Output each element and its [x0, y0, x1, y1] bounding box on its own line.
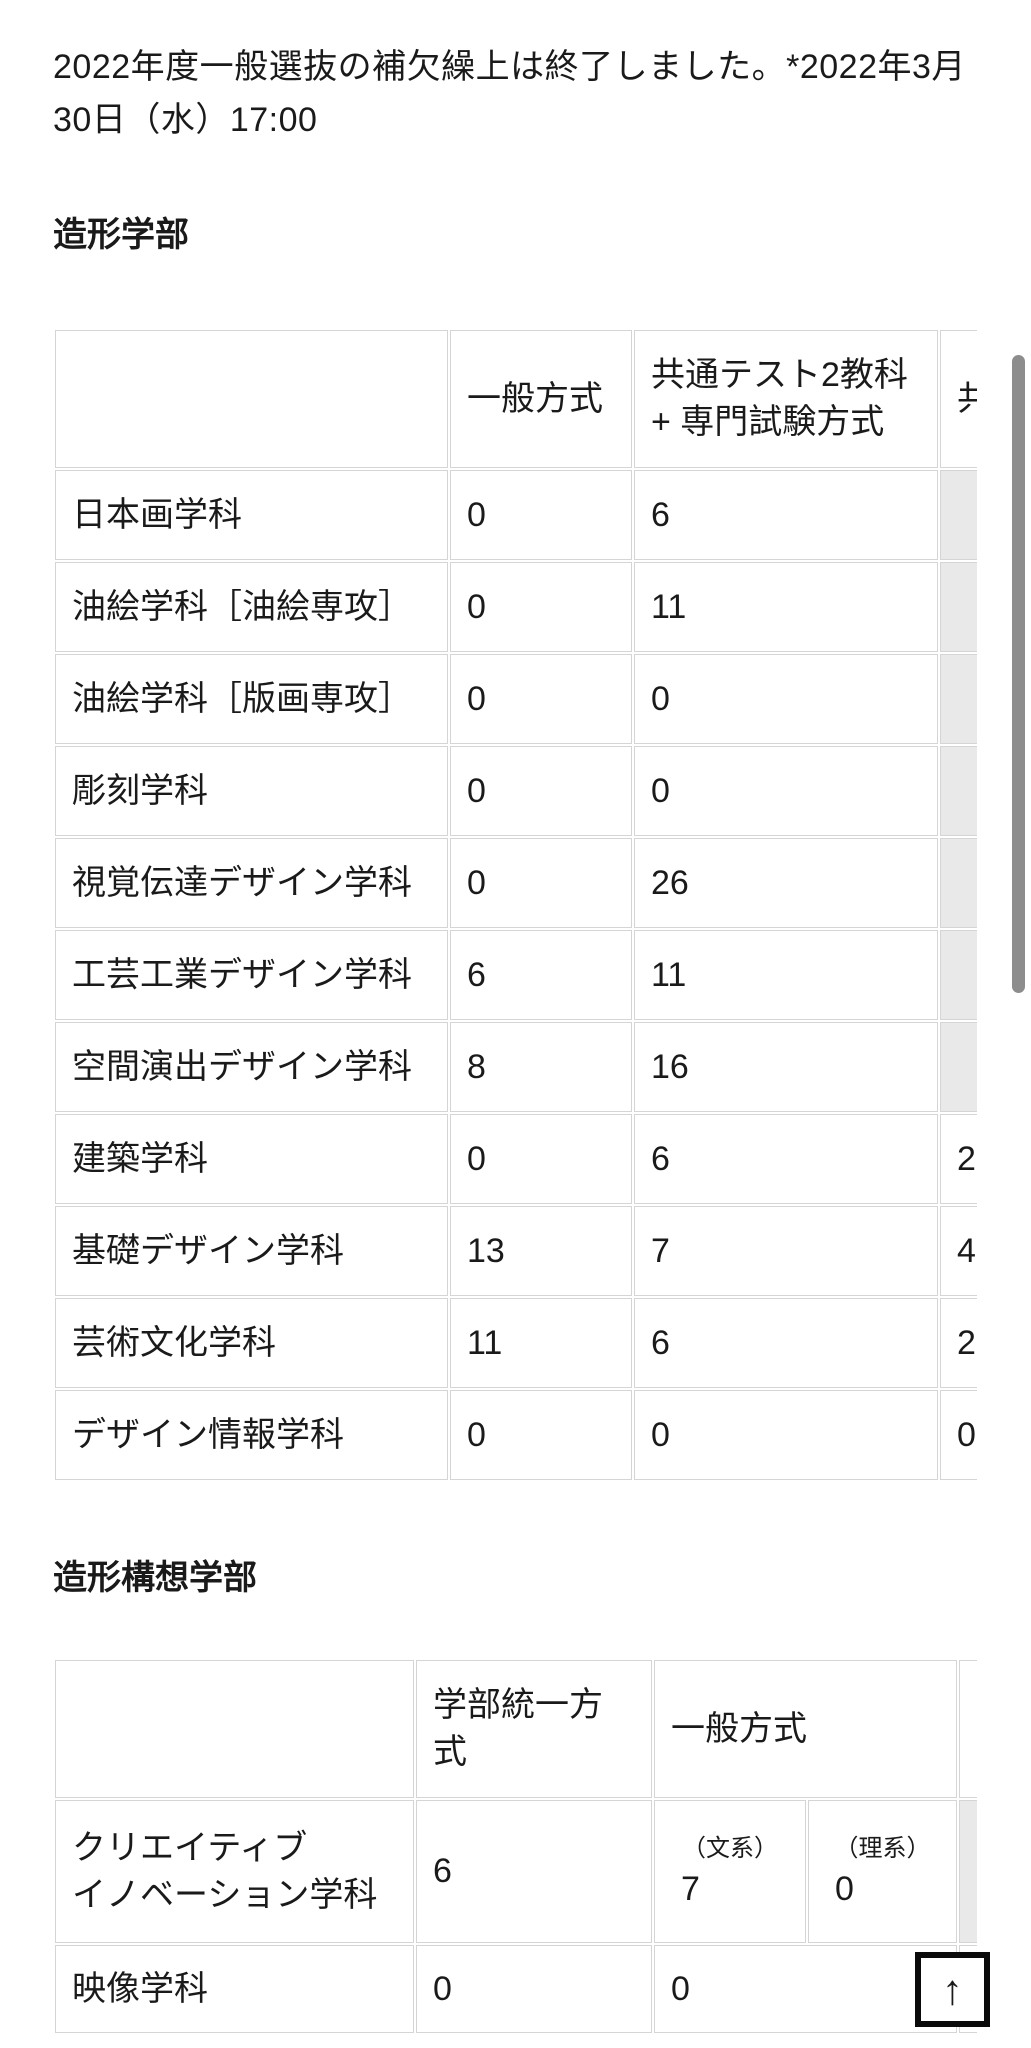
value-cell: 8 [450, 1022, 632, 1112]
header-cell-empty [55, 330, 448, 468]
table-row: 彫刻学科 0 0 [55, 746, 977, 836]
section-title-zokei: 造形学部 [53, 216, 189, 254]
value-cell: 0 [634, 746, 938, 836]
value-cell-cutoff [940, 930, 977, 1020]
value-cell-cutoff [959, 1800, 977, 1943]
value-cell-cutoff: 2 [940, 1298, 977, 1388]
value-cell-cutoff [940, 654, 977, 744]
sub-value-rikei: 0 [835, 1869, 854, 1908]
value-cell: 26 [634, 838, 938, 928]
value-cell: 0 [450, 470, 632, 560]
row-label: 映像学科 [55, 1945, 414, 2033]
value-cell-cutoff: 2 [940, 1114, 977, 1204]
row-label: クリエイティブ イノベーション学科 [55, 1800, 414, 1943]
table-zokei-wrapper: 一般方式 共通テスト2教科 + 専門試験方式 共 日本画学科 0 6 油絵学科［… [53, 328, 977, 1484]
value-cell: 0 [416, 1945, 652, 2033]
table-row: 油絵学科［油絵専攻］ 0 11 [55, 562, 977, 652]
table-header-row: 学部統一方式 一般方式 [55, 1660, 977, 1798]
value-cell: 0 [634, 1390, 938, 1480]
section-title-zokeikoso: 造形構想学部 [53, 1559, 257, 1597]
table-row: 日本画学科 0 6 [55, 470, 977, 560]
value-cell: 6 [416, 1800, 652, 1943]
row-label: デザイン情報学科 [55, 1390, 448, 1480]
value-cell: 0 [450, 1390, 632, 1480]
row-label: 建築学科 [55, 1114, 448, 1204]
value-cell-cutoff: 0 [940, 1390, 977, 1480]
table-row: 基礎デザイン学科 13 7 4 [55, 1206, 977, 1296]
value-cell: 0 [654, 1945, 957, 2033]
value-cell: 7 [634, 1206, 938, 1296]
value-cell-cutoff [940, 746, 977, 836]
table-row: 油絵学科［版画専攻］ 0 0 [55, 654, 977, 744]
value-cell: 6 [634, 1298, 938, 1388]
table-header-row: 一般方式 共通テスト2教科 + 専門試験方式 共 [55, 330, 977, 468]
value-cell: 6 [634, 470, 938, 560]
header-cell-ippan: 一般方式 [654, 1660, 957, 1798]
value-cell: 11 [634, 930, 938, 1020]
table-row: 映像学科 0 0 [55, 1945, 977, 2033]
header-cell-ippan: 一般方式 [450, 330, 632, 468]
table-row: クリエイティブ イノベーション学科 6 （文系） 7 （理系） 0 [55, 1800, 977, 1943]
value-cell: 6 [634, 1114, 938, 1204]
row-label: 空間演出デザイン学科 [55, 1022, 448, 1112]
sub-label-bunkei: （文系） [682, 1834, 778, 1862]
row-label: 視覚伝達デザイン学科 [55, 838, 448, 928]
vertical-scrollbar-thumb[interactable] [1012, 355, 1025, 993]
sub-label-rikei: （理系） [834, 1834, 931, 1862]
table-zokeikoso: 学部統一方式 一般方式 クリエイティブ イノベーション学科 6 （文系） 7 （… [53, 1658, 977, 2035]
header-cell-gakubu-toitsu: 学部統一方式 [416, 1660, 652, 1798]
value-cell: 16 [634, 1022, 938, 1112]
row-label: 彫刻学科 [55, 746, 448, 836]
row-label: 油絵学科［油絵専攻］ [55, 562, 448, 652]
table-row: 芸術文化学科 11 6 2 [55, 1298, 977, 1388]
value-cell: 0 [450, 562, 632, 652]
value-cell: 0 [450, 838, 632, 928]
table-zokeikoso-wrapper: 学部統一方式 一般方式 クリエイティブ イノベーション学科 6 （文系） 7 （… [53, 1658, 977, 2037]
row-label: 油絵学科［版画専攻］ [55, 654, 448, 744]
table-row: 工芸工業デザイン学科 6 11 [55, 930, 977, 1020]
value-cell: 13 [450, 1206, 632, 1296]
row-label: 工芸工業デザイン学科 [55, 930, 448, 1020]
notice-text: 2022年度一般選抜の補欠繰上は終了しました。*2022年3月30日（水）17:… [53, 48, 966, 139]
header-cell-empty [55, 1660, 414, 1798]
value-cell-cutoff: 4 [940, 1206, 977, 1296]
value-cell: 0 [450, 746, 632, 836]
row-label: 基礎デザイン学科 [55, 1206, 448, 1296]
table-row: 建築学科 0 6 2 [55, 1114, 977, 1204]
row-label: 日本画学科 [55, 470, 448, 560]
arrow-up-icon: ↑ [942, 1965, 963, 2013]
sub-value-bunkei: 7 [681, 1869, 700, 1908]
value-cell-cutoff [940, 562, 977, 652]
header-cell-cutoff: 共 [940, 330, 977, 468]
value-cell: 0 [450, 654, 632, 744]
table-row: 視覚伝達デザイン学科 0 26 [55, 838, 977, 928]
value-cell-cutoff [940, 1022, 977, 1112]
value-cell-bunkei: （文系） 7 [654, 1800, 806, 1943]
value-cell: 11 [634, 562, 938, 652]
table-row: デザイン情報学科 0 0 0 [55, 1390, 977, 1480]
value-cell-cutoff [940, 838, 977, 928]
table-zokei: 一般方式 共通テスト2教科 + 専門試験方式 共 日本画学科 0 6 油絵学科［… [53, 328, 977, 1482]
header-cell-cutoff [959, 1660, 977, 1798]
row-label: 芸術文化学科 [55, 1298, 448, 1388]
header-cell-kyotsu2: 共通テスト2教科 + 専門試験方式 [634, 330, 938, 468]
back-to-top-button[interactable]: ↑ [915, 1952, 990, 2027]
value-cell-rikei: （理系） 0 [808, 1800, 957, 1943]
table-row: 空間演出デザイン学科 8 16 [55, 1022, 977, 1112]
value-cell: 0 [450, 1114, 632, 1204]
value-cell-cutoff [940, 470, 977, 560]
value-cell: 11 [450, 1298, 632, 1388]
value-cell: 6 [450, 930, 632, 1020]
value-cell: 0 [634, 654, 938, 744]
